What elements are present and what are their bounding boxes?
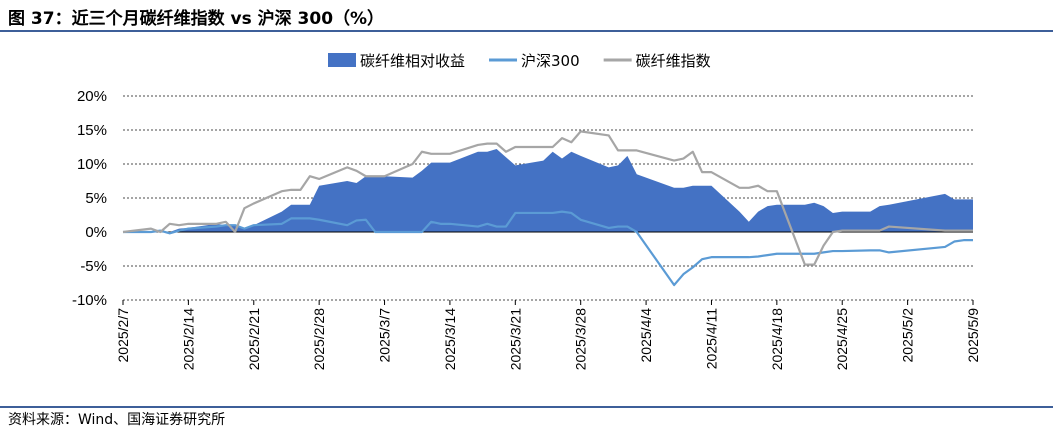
chart: 碳纤维相对收益 沪深300 碳纤维指数 -10% -5% 0% 5% 10% 15% 20% 2…	[72, 52, 981, 370]
legend-label: 沪深300	[521, 52, 580, 70]
x-tick-label: 2025/5/9	[965, 308, 981, 363]
x-tick-label: 2025/5/2	[900, 308, 916, 363]
x-tick-label: 2025/4/11	[703, 308, 719, 369]
legend: 碳纤维相对收益 沪深300 碳纤维指数	[328, 52, 711, 70]
x-tick-label: 2025/3/28	[573, 308, 589, 370]
legend-swatch-area	[328, 53, 356, 67]
legend-label: 碳纤维指数	[636, 52, 711, 70]
title-divider	[0, 30, 1053, 32]
x-tick-label: 2025/2/7	[115, 308, 131, 363]
y-tick-label: -5%	[80, 258, 107, 275]
y-tick-label: 15%	[77, 122, 107, 139]
chart-title: 图 37：近三个月碳纤维指数 vs 沪深 300（%）	[8, 9, 385, 29]
x-tick-label: 2025/4/4	[638, 308, 654, 363]
source-note: 资料来源：Wind、国海证券研究所	[8, 412, 226, 428]
y-tick-label: 0%	[85, 224, 107, 241]
y-tick-label: 10%	[77, 156, 107, 173]
source-divider	[0, 406, 1053, 408]
y-tick-label: -10%	[72, 292, 107, 309]
x-axis: 2025/2/7 2025/2/14 2025/2/21 2025/2/28 2025/…	[115, 300, 981, 370]
y-tick-label: 5%	[85, 190, 107, 207]
y-tick-label: 20%	[77, 88, 107, 105]
x-tick-label: 2025/3/7	[377, 308, 393, 363]
y-axis: -10% -5% 0% 5% 10% 15% 20%	[72, 88, 107, 309]
x-tick-label: 2025/2/14	[180, 308, 196, 370]
series-area-relative-return	[123, 149, 973, 232]
plot-area	[122, 130, 973, 287]
series-line-hs300	[123, 210, 973, 287]
x-tick-label: 2025/2/28	[311, 308, 327, 370]
series-line-carbon-index	[122, 130, 973, 266]
x-tick-label: 2025/3/14	[442, 308, 458, 370]
x-tick-label: 2025/4/18	[769, 308, 785, 370]
x-tick-label: 2025/4/25	[834, 308, 850, 370]
legend-label: 碳纤维相对收益	[360, 52, 465, 70]
x-tick-label: 2025/3/21	[507, 308, 523, 370]
x-tick-label: 2025/2/21	[246, 308, 262, 370]
